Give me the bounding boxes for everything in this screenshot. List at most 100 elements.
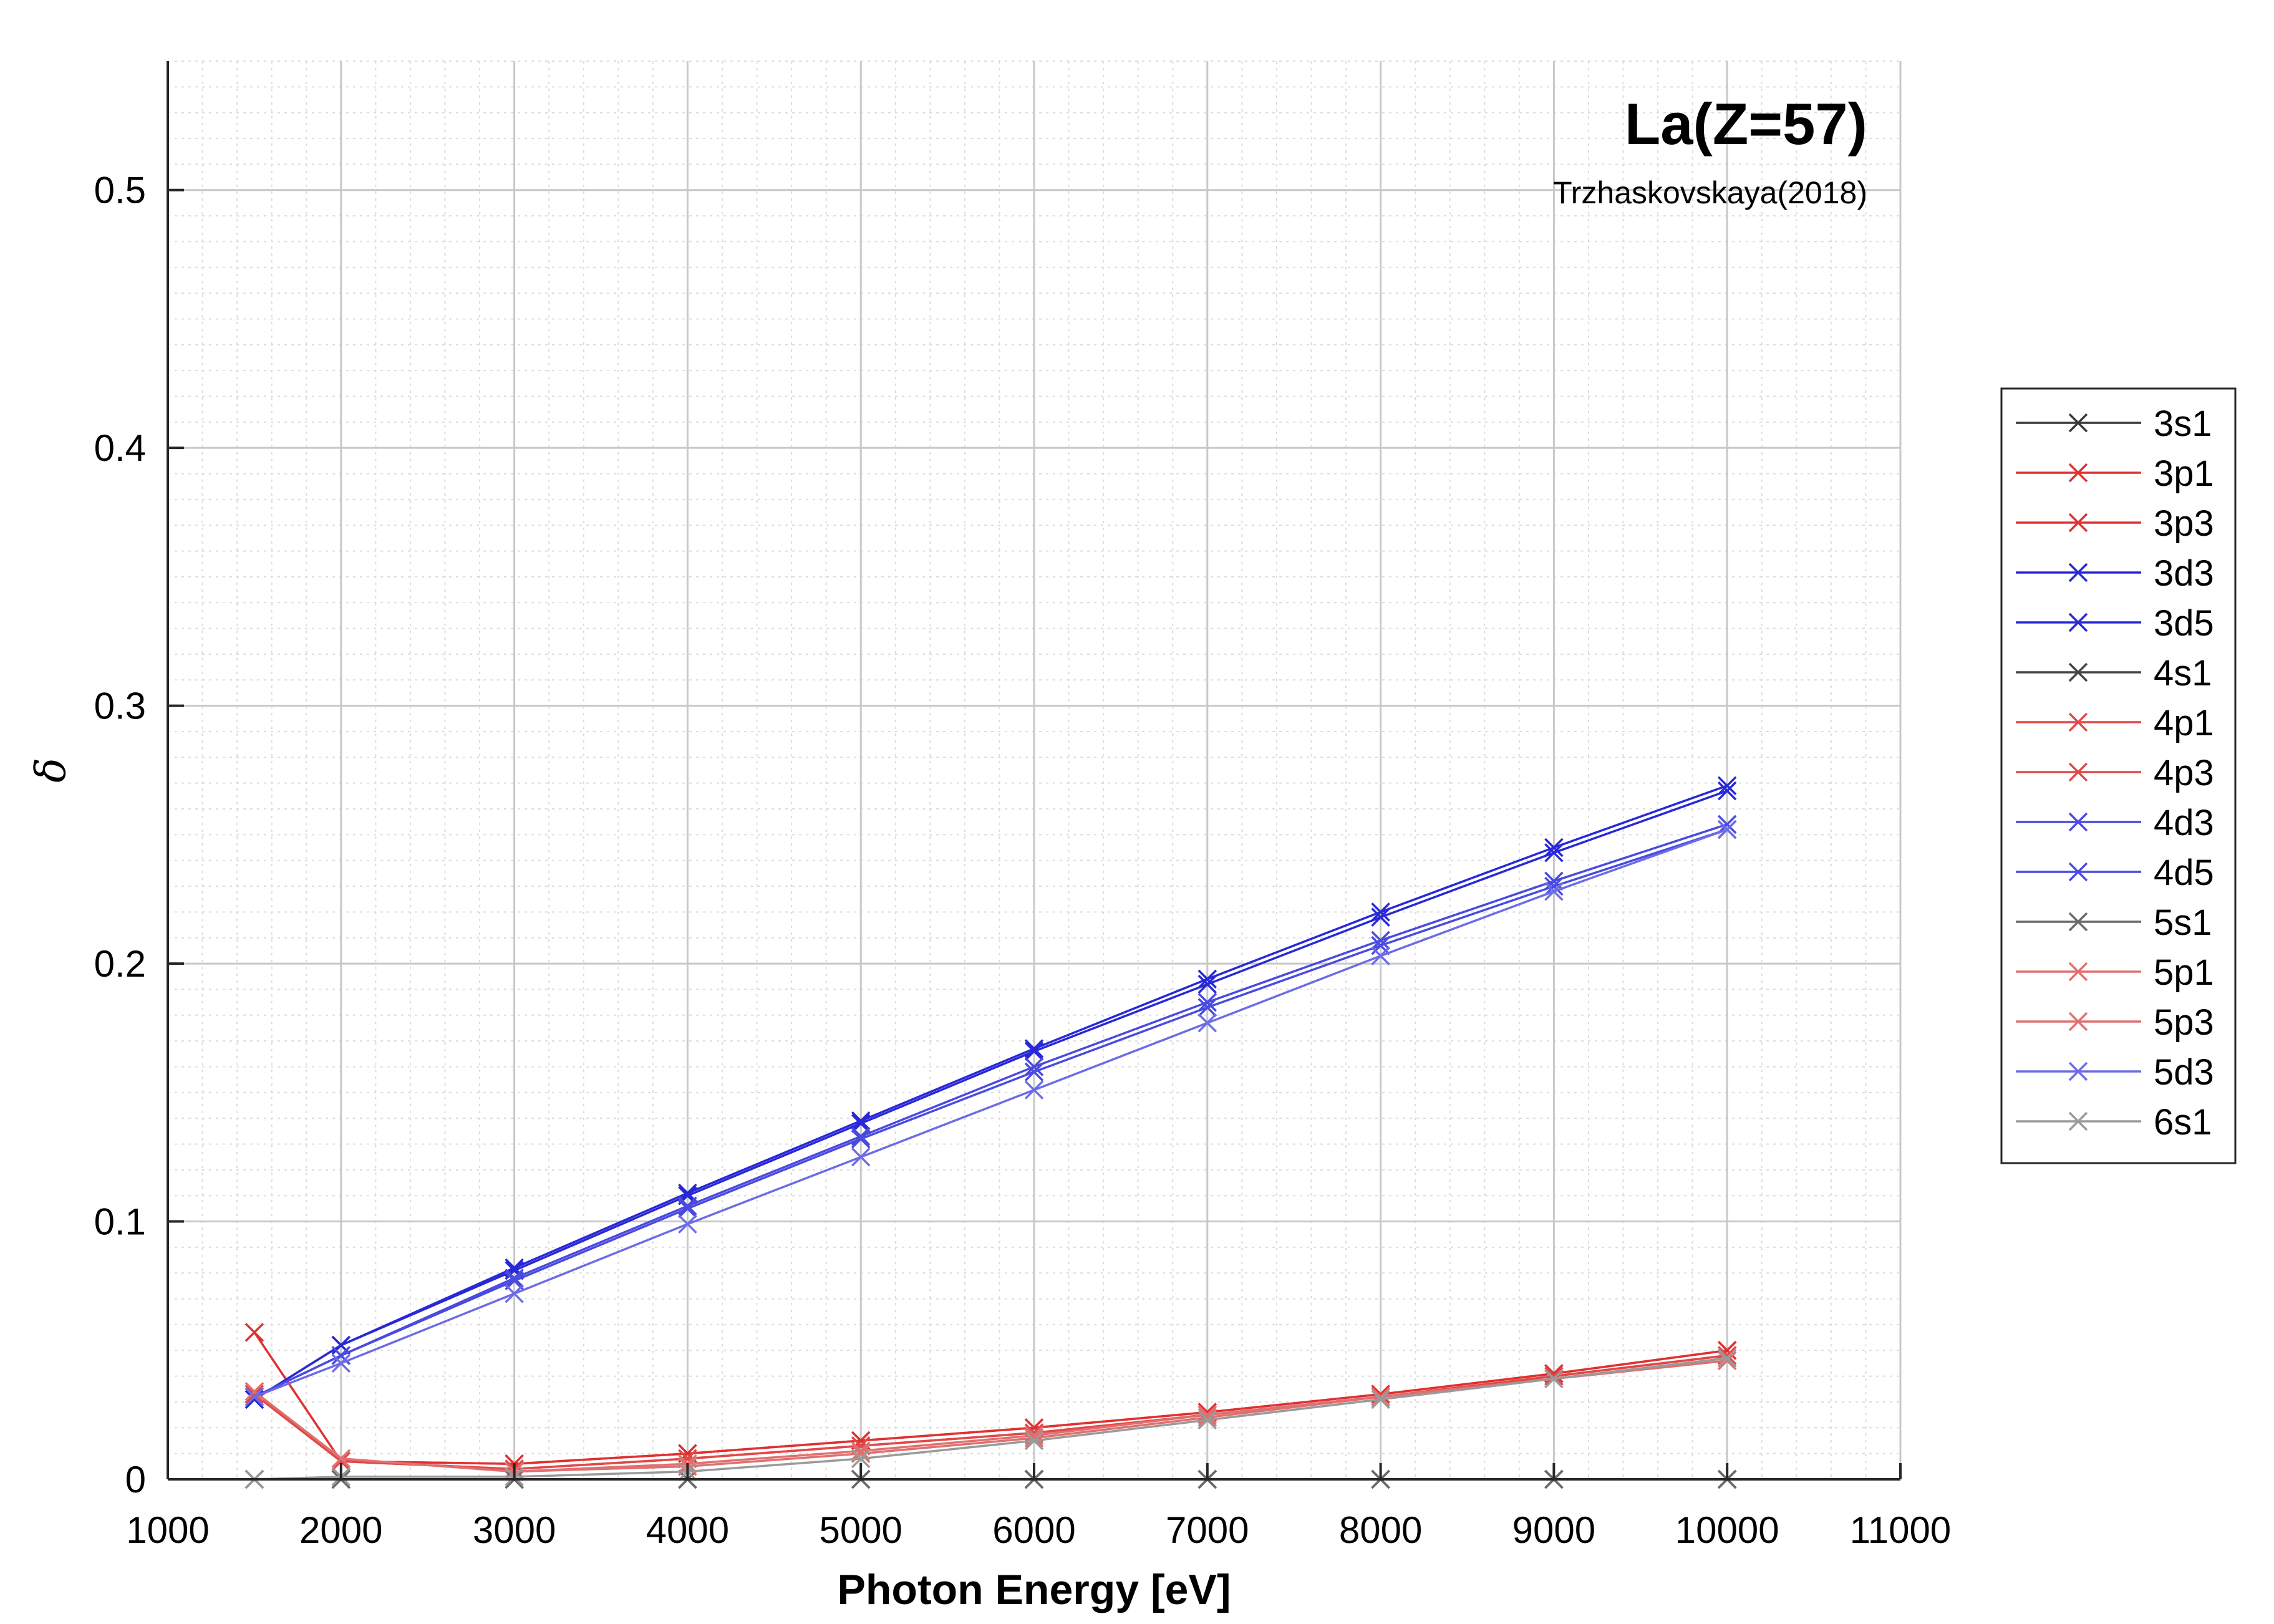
data-point-6s1: [1371, 1390, 1390, 1409]
legend-label-5p1: 5p1: [2154, 952, 2214, 993]
data-point-5d3: [1197, 1013, 1217, 1033]
data-point-6s1: [851, 1449, 871, 1469]
series-3p3: [244, 1341, 1737, 1474]
data-point-4p3: [1544, 1366, 1564, 1386]
data-point-5p3: [331, 1449, 351, 1469]
data-point-4p3: [244, 1385, 264, 1404]
data-point-4d3: [1371, 930, 1390, 950]
series-5d3: [244, 819, 1737, 1406]
legend-marker-6s1: [2068, 1111, 2088, 1131]
x-tick-label: 4000: [646, 1509, 729, 1551]
y-tick-label: 0.4: [94, 427, 146, 469]
data-point-5d3: [1544, 882, 1564, 901]
legend-label-5d3: 5d3: [2154, 1052, 2214, 1093]
legend-label-5s1: 5s1: [2154, 902, 2212, 943]
data-point-3d3: [1544, 838, 1564, 858]
data-point-5d3: [331, 1353, 351, 1373]
x-tick-label: 3000: [473, 1509, 556, 1551]
y-tick-label: 0.3: [94, 685, 146, 727]
data-point-5p3: [1024, 1428, 1044, 1448]
data-point-5d3: [244, 1387, 264, 1406]
legend-label-3p3: 3p3: [2154, 503, 2214, 544]
data-point-5d3: [1024, 1080, 1044, 1100]
chart-subtitle: Trzhaskovskaya(2018): [1553, 175, 1867, 210]
data-point-5d3: [505, 1284, 524, 1303]
legend-marker-3d5: [2068, 612, 2088, 632]
legend-label-4p1: 4p1: [2154, 703, 2214, 743]
data-point-3p1: [244, 1323, 264, 1342]
legend-marker-3s1: [2068, 413, 2088, 433]
series-line-6s1: [254, 1356, 1728, 1481]
legend-label-6s1: 6s1: [2154, 1102, 2212, 1143]
legend-marker-4s1: [2068, 662, 2088, 682]
data-point-4d5: [1197, 998, 1217, 1017]
legend-marker-3d3: [2068, 563, 2088, 582]
data-point-5d3: [1371, 946, 1390, 965]
data-point-4d3: [1197, 992, 1217, 1012]
data-point-3d5: [1197, 974, 1217, 994]
legend-label-4s1: 4s1: [2154, 653, 2212, 694]
x-tick-label: 9000: [1512, 1509, 1595, 1551]
series-line-3p3: [253, 1349, 1728, 1465]
data-point-3d3: [1371, 902, 1390, 922]
legend-label-4d5: 4d5: [2154, 853, 2214, 893]
data-point-5d3: [1717, 819, 1737, 839]
data-point-6s1: [1544, 1369, 1564, 1388]
data-point-3d5: [1717, 781, 1737, 801]
y-tick-label: 0.1: [94, 1201, 146, 1243]
series-line-4d3: [254, 823, 1728, 1398]
legend-label-3d3: 3d3: [2154, 553, 2214, 594]
data-point-5d3: [678, 1214, 697, 1234]
y-tick-label: 0.5: [94, 170, 146, 211]
x-tick-label: 10000: [1675, 1509, 1779, 1551]
legend-marker-3p1: [2068, 463, 2088, 483]
legend-label-3d5: 3d5: [2154, 603, 2214, 644]
legend-label-5p3: 5p3: [2154, 1002, 2214, 1043]
data-point-4d5: [851, 1129, 871, 1149]
series-line-3d3: [253, 785, 1728, 1401]
data-point-5p3: [1717, 1351, 1737, 1371]
legend-marker-5p3: [2068, 1012, 2088, 1032]
legend-marker-5d3: [2068, 1061, 2088, 1081]
chart-title: La(Z=57): [1625, 91, 1867, 157]
x-tick-label: 2000: [299, 1509, 382, 1551]
data-point-3d5: [1024, 1042, 1044, 1061]
legend-marker-4d5: [2068, 862, 2088, 882]
series-4d5: [244, 819, 1737, 1406]
legend-marker-5p1: [2068, 962, 2088, 982]
x-tick-label: 6000: [992, 1509, 1075, 1551]
data-point-3d5: [1544, 843, 1564, 863]
legend-marker-5s1: [2068, 912, 2088, 932]
x-tick-label: 8000: [1339, 1509, 1422, 1551]
data-point-4d3: [1024, 1057, 1044, 1076]
data-point-5p3: [1371, 1387, 1390, 1406]
data-point-4d3: [1717, 814, 1737, 834]
legend-marker-4p1: [2068, 712, 2088, 732]
data-point-4d5: [1024, 1062, 1044, 1081]
legend-label-4p3: 4p3: [2154, 753, 2214, 793]
y-tick-label: 0: [125, 1459, 146, 1501]
x-tick-label: 1000: [126, 1509, 209, 1551]
x-axis-title: Photon Energy [eV]: [838, 1566, 1231, 1613]
data-point-6s1: [1024, 1431, 1044, 1451]
legend: 3s1 3p1 3p3 3d3 3d5 4s1 4p1 4p3 4d3 4d5 5s1 5p1 5p3 5…: [2000, 387, 2237, 1164]
series-line-4d5: [254, 828, 1728, 1398]
legend-label-3s1: 3s1: [2154, 404, 2212, 444]
series-line-5p3: [253, 1360, 1728, 1473]
y-axis-title: δ: [27, 758, 75, 783]
data-point-6s1: [1197, 1410, 1217, 1430]
data-point-3d3: [1197, 969, 1217, 989]
legend-label-4d3: 4d3: [2154, 803, 2214, 843]
data-point-6s1: [1717, 1348, 1737, 1368]
series-line-3d5: [253, 790, 1728, 1401]
legend-marker-4d3: [2068, 812, 2088, 832]
legend-marker-4p3: [2068, 762, 2088, 782]
data-point-5p3: [1197, 1408, 1217, 1428]
data-point-4d5: [678, 1199, 697, 1219]
legend-box: [2000, 387, 2237, 1164]
data-point-4d5: [1544, 876, 1564, 896]
data-point-5d3: [851, 1147, 871, 1167]
x-tick-label: 5000: [819, 1509, 902, 1551]
legend-marker-3p3: [2068, 513, 2088, 533]
